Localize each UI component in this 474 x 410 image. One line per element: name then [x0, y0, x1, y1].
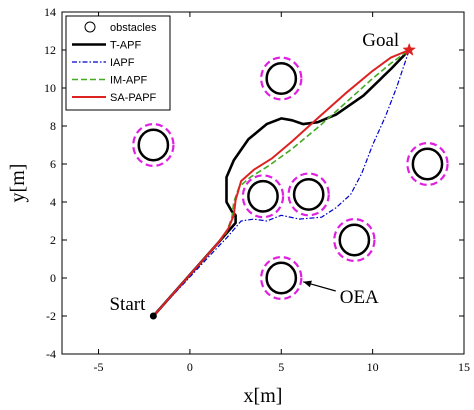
y-axis-label: y[m] — [7, 164, 29, 203]
legend-label-sa-papf: SA-PAPF — [110, 92, 157, 104]
legend-label-t-apf: T-APF — [110, 40, 141, 52]
x-tick-label: 10 — [367, 360, 379, 374]
tick-labels: -5 0 5 10 15 -4 -2 0 2 4 6 8 10 12 14 — [44, 5, 470, 374]
obstacle — [411, 147, 444, 181]
obstacle — [137, 128, 170, 162]
y-tick-label: 10 — [44, 81, 56, 95]
path-t-apf — [152, 49, 411, 317]
y-tick-label: 6 — [50, 157, 56, 171]
y-tick-label: 8 — [50, 119, 56, 133]
legend-box — [65, 15, 171, 111]
obstacle-ring — [260, 56, 303, 101]
goal-star-icon — [402, 42, 417, 56]
obstacle-ring — [241, 174, 285, 219]
x-axis-label: x[m] — [244, 385, 283, 407]
start-marker — [149, 312, 157, 320]
obstacle — [265, 261, 298, 295]
legend-label-im-apf: IM-APF — [110, 75, 148, 87]
obstacle-ring — [406, 142, 449, 187]
y-tick-label: 0 — [50, 271, 56, 285]
x-tick-label: 5 — [278, 360, 284, 374]
start-label: Start — [109, 294, 146, 315]
obstacle — [338, 223, 371, 257]
plot-content — [132, 49, 449, 320]
obstacle — [292, 177, 325, 211]
plot-area: Start Goal OEA — [61, 11, 465, 355]
legend-label-iapf: IAPF — [110, 57, 135, 69]
obstacle-ring — [260, 256, 303, 301]
obstacle-ring — [333, 218, 376, 263]
goal-label: Goal — [362, 30, 399, 51]
x-tick-label: 15 — [458, 360, 470, 374]
legend-swatch-obstacles — [84, 21, 96, 33]
oea-arrow-head — [303, 280, 312, 288]
obstacle-ring — [132, 122, 175, 167]
y-tick-label: 4 — [50, 195, 56, 209]
x-tick-label: -5 — [94, 360, 104, 374]
y-tick-label: 12 — [44, 43, 56, 57]
obstacle — [265, 62, 298, 95]
legend-label-obstacles: obstacles — [110, 22, 157, 34]
oea-label: OEA — [340, 287, 379, 308]
path-sa-papf — [152, 49, 410, 317]
y-tick-label: 14 — [44, 5, 56, 19]
obstacle-ring — [287, 172, 330, 217]
obstacle — [247, 179, 279, 213]
y-tick-label: -4 — [46, 347, 56, 361]
path-iapf — [152, 49, 410, 317]
y-tick-label: 2 — [50, 233, 56, 247]
y-tick-label: -2 — [46, 309, 56, 323]
legend: obstacles T-APF IAPF IM-APF SA-PAPF — [65, 15, 171, 111]
x-tick-label: 0 — [187, 360, 193, 374]
